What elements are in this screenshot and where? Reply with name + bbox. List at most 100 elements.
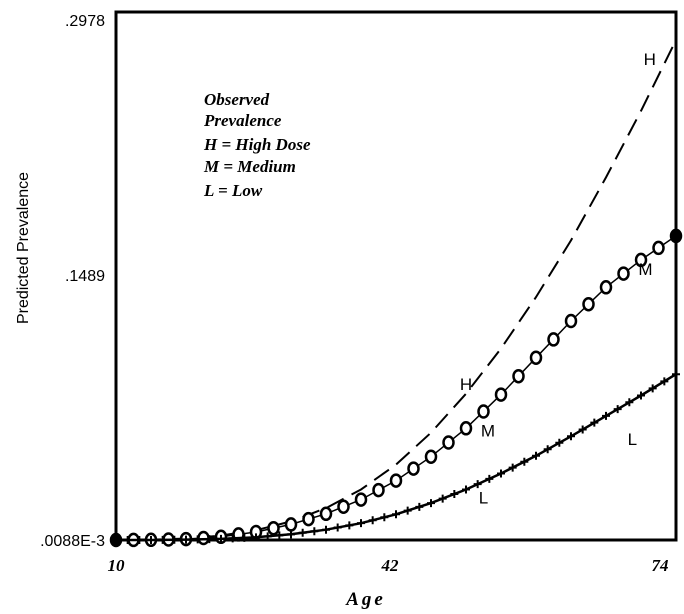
- low-dose-marker: [672, 370, 680, 379]
- low-dose-marker: [368, 516, 377, 525]
- low-dose-marker: [193, 535, 202, 544]
- endpoint-marker: [110, 533, 122, 547]
- low-dose-marker: [555, 438, 564, 447]
- curve-labels-layer: H H M M L L: [460, 50, 656, 508]
- y-tick-label-mid: .1489: [65, 268, 105, 285]
- low-dose-marker: [415, 502, 424, 511]
- medium-dose-marker: [389, 473, 403, 488]
- legend-line-4: M = Medium: [203, 157, 296, 176]
- x-tick-label-left: 10: [108, 556, 126, 575]
- legend: Observed Prevalence H = High Dose M = Me…: [203, 90, 311, 200]
- low-dose-marker: [648, 384, 657, 393]
- low-dose-marker: [357, 519, 365, 528]
- low-dose-marker: [217, 534, 225, 543]
- plot-frame: [114, 10, 678, 542]
- legend-line-1: Observed: [204, 90, 270, 109]
- low-dose-marker: [252, 533, 260, 542]
- low-dose-marker: [147, 536, 155, 544]
- medium-dose-marker: [477, 404, 490, 419]
- medium-dose-marker: [494, 387, 508, 402]
- low-dose-marker: [123, 536, 132, 544]
- low-dose-marker: [427, 499, 435, 508]
- low-dose-marker: [345, 521, 354, 530]
- low-dose-marker: [298, 528, 307, 537]
- legend-line-3: H = High Dose: [203, 135, 311, 154]
- medium-dose-marker: [284, 517, 298, 532]
- low-dose-marker: [333, 523, 342, 532]
- series-line-high-dose: [115, 39, 677, 541]
- low-dose-marker: [637, 391, 645, 400]
- low-dose-marker: [322, 525, 330, 534]
- low-dose-marker: [543, 445, 552, 454]
- medium-dose-marker: [582, 296, 595, 312]
- medium-dose-marker: [267, 520, 280, 536]
- low-dose-marker: [660, 377, 669, 386]
- medium-dose-marker: [652, 240, 665, 256]
- low-dose-marker: [287, 530, 295, 539]
- medium-dose-marker: [302, 511, 315, 527]
- low-dose-marker: [590, 418, 599, 427]
- low-dose-marker: [403, 506, 412, 515]
- medium-dose-marker: [372, 482, 385, 498]
- medium-dose-marker: [634, 252, 648, 268]
- y-tick-label-bottom: .0088E-3: [40, 533, 105, 550]
- y-axis-title: Predicted Prevalence: [15, 172, 32, 324]
- low-dose-marker: [205, 535, 214, 544]
- low-dose-marker: [450, 490, 459, 499]
- low-dose-marker: [520, 457, 529, 466]
- x-tick-label-mid: 42: [381, 556, 400, 575]
- medium-dose-marker: [337, 499, 350, 514]
- curve-label-m: M: [481, 421, 495, 440]
- medium-dose-marker: [319, 506, 333, 522]
- curve-label-h: H: [644, 50, 656, 69]
- x-tick-label-right: 74: [652, 556, 669, 575]
- curve-label-h: H: [460, 375, 472, 394]
- low-dose-marker: [158, 535, 167, 544]
- medium-dose-marker: [547, 332, 560, 347]
- legend-line-2: Prevalence: [203, 111, 282, 130]
- low-dose-marker: [613, 405, 622, 414]
- medium-dose-marker: [459, 421, 473, 436]
- low-dose-marker: [567, 432, 575, 441]
- low-dose-marker: [380, 513, 389, 522]
- low-dose-marker: [228, 534, 237, 543]
- low-dose-marker: [240, 533, 249, 542]
- y-tick-label-top: .2978: [65, 13, 105, 30]
- low-dose-marker: [578, 425, 587, 434]
- low-dose-marker: [275, 531, 284, 540]
- low-dose-marker: [310, 527, 319, 536]
- medium-dose-marker: [617, 266, 630, 281]
- low-dose-marker: [170, 535, 179, 544]
- low-dose-marker: [182, 535, 190, 544]
- medium-dose-marker: [442, 435, 455, 450]
- medium-dose-marker: [564, 313, 578, 329]
- curve-label-l: L: [479, 489, 488, 508]
- medium-dose-marker: [512, 368, 525, 384]
- series-layer: [109, 39, 683, 548]
- endpoint-marker: [670, 228, 682, 243]
- low-dose-marker: [602, 411, 610, 420]
- curve-label-l: L: [628, 430, 637, 449]
- medium-dose-marker: [407, 461, 420, 476]
- low-dose-marker: [497, 469, 505, 478]
- low-dose-marker: [462, 485, 470, 494]
- low-dose-marker: [438, 494, 447, 503]
- curve-label-m: M: [638, 260, 652, 279]
- low-dose-marker: [508, 463, 517, 472]
- low-dose-marker: [485, 474, 494, 483]
- low-dose-marker: [625, 398, 634, 407]
- low-dose-marker: [392, 510, 400, 519]
- legend-line-5: L = Low: [203, 181, 263, 200]
- medium-dose-marker: [424, 449, 438, 464]
- series-line-medium-dose: [115, 235, 677, 541]
- medium-dose-marker: [599, 280, 613, 295]
- low-dose-marker: [135, 536, 144, 544]
- low-dose-marker: [532, 451, 540, 460]
- x-axis-title: Age: [345, 589, 386, 610]
- low-dose-marker: [473, 480, 482, 489]
- medium-dose-marker: [529, 350, 543, 365]
- medium-dose-marker: [354, 492, 368, 507]
- low-dose-marker: [263, 532, 272, 541]
